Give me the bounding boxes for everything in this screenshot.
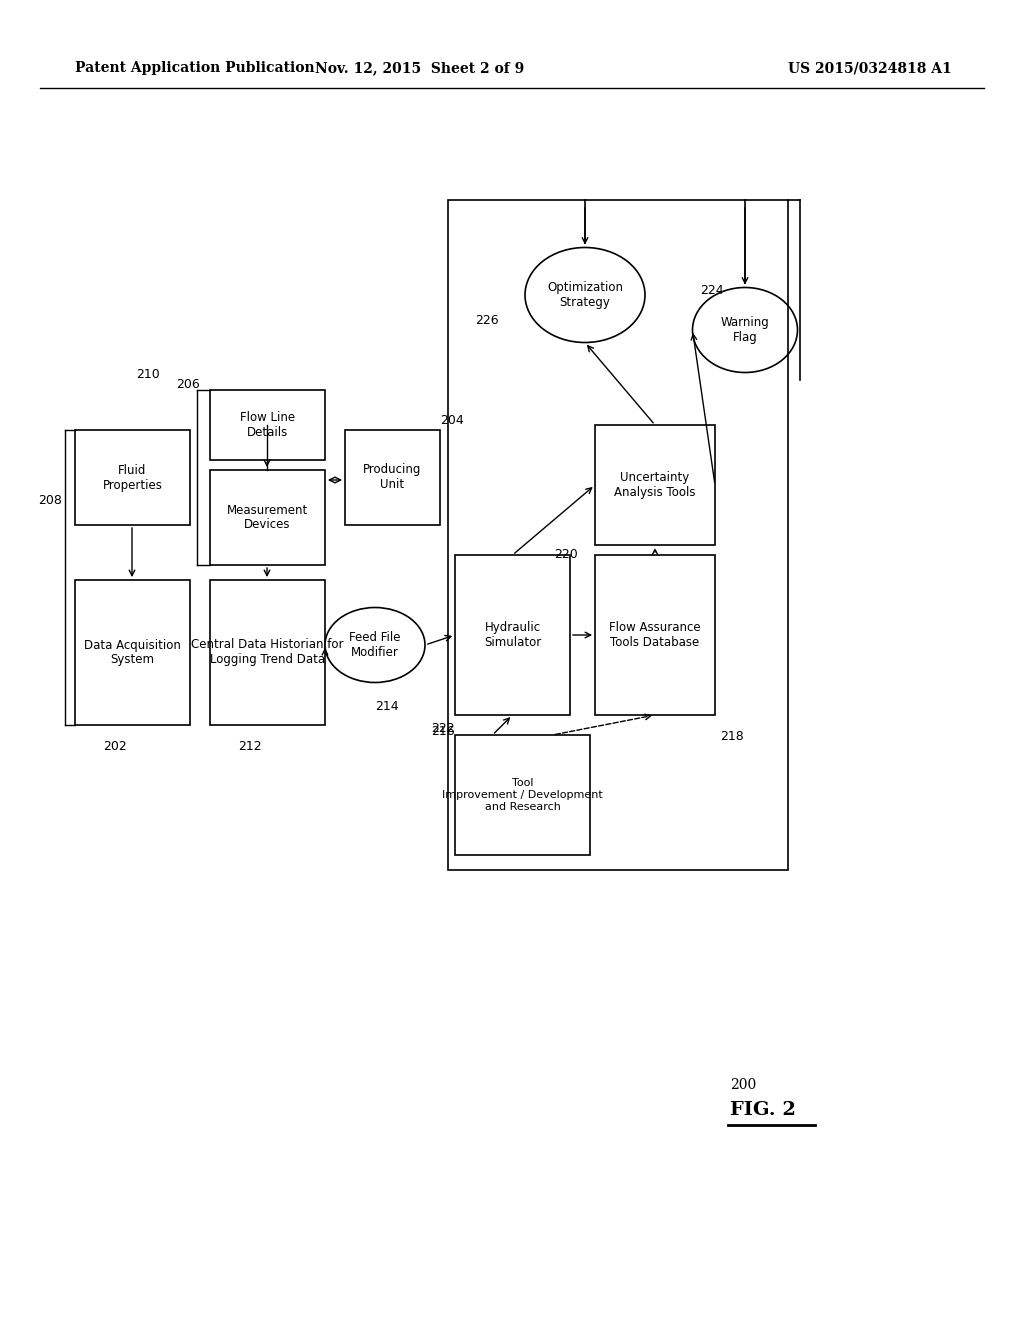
Text: Data Acquisition
System: Data Acquisition System	[84, 639, 181, 667]
Text: Nov. 12, 2015  Sheet 2 of 9: Nov. 12, 2015 Sheet 2 of 9	[315, 61, 524, 75]
Text: Producing
Unit: Producing Unit	[364, 463, 422, 491]
Bar	[345, 430, 440, 525]
Text: 204: 204	[440, 413, 464, 426]
Bar	[75, 430, 190, 525]
Bar	[210, 470, 325, 565]
Text: 224: 224	[700, 284, 724, 297]
Bar	[210, 579, 325, 725]
Text: FIG. 2: FIG. 2	[730, 1101, 796, 1119]
Text: 208: 208	[38, 494, 62, 507]
Bar	[595, 554, 715, 715]
Text: Warning
Flag: Warning Flag	[721, 315, 769, 345]
Text: US 2015/0324818 A1: US 2015/0324818 A1	[788, 61, 952, 75]
Bar	[210, 389, 325, 459]
Text: Hydraulic
Simulator: Hydraulic Simulator	[484, 620, 541, 649]
Bar	[449, 201, 788, 870]
Text: 212: 212	[239, 741, 262, 752]
Text: Patent Application Publication: Patent Application Publication	[75, 61, 314, 75]
Text: 214: 214	[375, 700, 398, 713]
Ellipse shape	[325, 607, 425, 682]
Bar	[455, 735, 590, 855]
Ellipse shape	[692, 288, 798, 372]
Text: 222: 222	[431, 722, 455, 735]
Text: 200: 200	[730, 1078, 757, 1092]
Text: Flow Line
Details: Flow Line Details	[240, 411, 295, 440]
Text: Uncertainty
Analysis Tools: Uncertainty Analysis Tools	[614, 471, 695, 499]
Text: Tool
Improvement / Development
and Research: Tool Improvement / Development and Resea…	[442, 779, 603, 812]
Text: Flow Assurance
Tools Database: Flow Assurance Tools Database	[609, 620, 700, 649]
Text: 202: 202	[103, 741, 127, 752]
Text: 206: 206	[176, 379, 200, 392]
Text: 210: 210	[136, 368, 160, 381]
Text: Feed File
Modifier: Feed File Modifier	[349, 631, 400, 659]
Bar	[455, 554, 570, 715]
Bar	[595, 425, 715, 545]
Text: Optimization
Strategy: Optimization Strategy	[547, 281, 623, 309]
Text: 218: 218	[720, 730, 743, 743]
Text: Central Data Historian for
Logging Trend Data: Central Data Historian for Logging Trend…	[191, 639, 344, 667]
Text: 226: 226	[475, 314, 499, 326]
Text: 216: 216	[431, 725, 455, 738]
Text: Fluid
Properties: Fluid Properties	[102, 463, 163, 491]
Ellipse shape	[525, 248, 645, 342]
Text: 220: 220	[554, 548, 578, 561]
Bar	[75, 579, 190, 725]
Text: Measurement
Devices: Measurement Devices	[227, 503, 308, 532]
